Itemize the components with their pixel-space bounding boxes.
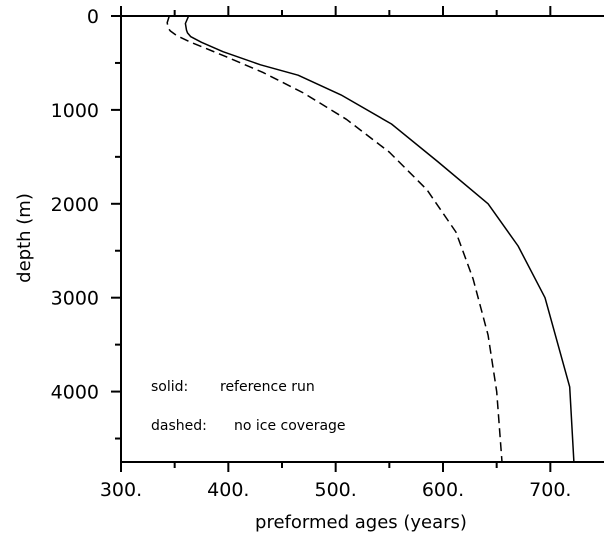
annotation-dashed-label: dashed:: [151, 418, 207, 434]
y-axis-title: depth (m): [14, 193, 35, 283]
y-tick-label: 4000: [51, 382, 99, 404]
ticks: [111, 6, 552, 472]
series-line-dashed: [166, 15, 503, 463]
y-tick-label: 3000: [51, 288, 99, 310]
x-tick-label: 700.: [529, 479, 571, 501]
y-tick-label: 2000: [51, 194, 99, 216]
series-line-solid: [184, 15, 575, 463]
annotation-solid-label: solid:: [151, 379, 188, 395]
annotation-solid-text: reference run: [220, 379, 315, 395]
x-tick-label: 300.: [100, 479, 142, 501]
annotation-dashed-text: no ice coverage: [234, 418, 346, 434]
y-tick-label: 1000: [51, 100, 99, 122]
y-tick-label: 0: [87, 6, 99, 28]
x-tick-label: 400.: [207, 479, 249, 501]
series-lines: [166, 15, 575, 463]
tick-labels: 300. 400. 500. 600. 700. 0 1000 2000 3000 4000: [51, 6, 572, 501]
axes: [120, 15, 604, 463]
x-tick-label: 500.: [315, 479, 357, 501]
x-axis-title: preformed ages (years): [255, 512, 467, 533]
x-tick-label: 600.: [422, 479, 464, 501]
